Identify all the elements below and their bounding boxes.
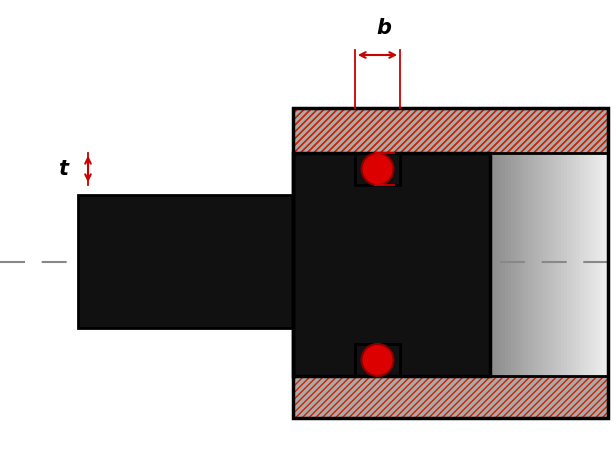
Bar — [549, 153, 552, 376]
Bar — [575, 153, 578, 376]
Bar — [537, 153, 540, 376]
Bar — [525, 153, 529, 376]
Bar — [502, 153, 505, 376]
Bar — [355, 344, 400, 376]
Bar — [293, 153, 490, 376]
Bar — [293, 108, 608, 153]
Bar — [599, 153, 602, 376]
Bar — [355, 153, 400, 185]
Bar — [78, 195, 293, 328]
Bar — [293, 376, 608, 418]
Bar — [293, 153, 490, 376]
Bar — [578, 153, 582, 376]
Bar — [564, 153, 567, 376]
Bar — [543, 153, 546, 376]
Bar — [293, 153, 355, 376]
Bar — [602, 153, 605, 376]
Bar — [293, 108, 608, 153]
Circle shape — [362, 344, 394, 376]
Bar — [546, 153, 549, 376]
Bar — [293, 376, 608, 418]
Bar — [511, 153, 514, 376]
Bar — [555, 153, 558, 376]
Bar — [293, 108, 608, 153]
Bar — [514, 153, 517, 376]
Bar — [508, 153, 511, 376]
Bar — [558, 153, 561, 376]
Bar — [293, 376, 608, 418]
Bar — [587, 153, 590, 376]
Bar — [355, 185, 400, 344]
Bar — [499, 153, 502, 376]
Bar — [605, 153, 608, 376]
Bar — [293, 108, 608, 153]
Bar — [570, 153, 573, 376]
Bar — [293, 108, 608, 418]
Bar — [585, 153, 587, 376]
Bar — [519, 153, 522, 376]
Bar — [522, 153, 525, 376]
Bar — [400, 153, 490, 376]
Bar — [517, 153, 519, 376]
Bar — [593, 153, 596, 376]
Bar — [529, 153, 532, 376]
Bar — [496, 153, 499, 376]
Circle shape — [362, 153, 394, 185]
Bar — [561, 153, 564, 376]
Bar — [567, 153, 570, 376]
Bar — [293, 108, 608, 418]
Bar — [505, 153, 508, 376]
Bar — [590, 153, 593, 376]
Bar — [493, 153, 496, 376]
Bar — [534, 153, 537, 376]
Bar — [78, 195, 293, 328]
Bar — [490, 153, 493, 376]
Bar — [552, 153, 555, 376]
Bar — [596, 153, 599, 376]
Text: b: b — [376, 18, 391, 38]
Bar — [540, 153, 543, 376]
Bar — [573, 153, 575, 376]
Text: t: t — [58, 159, 68, 179]
Bar — [582, 153, 585, 376]
Bar — [531, 153, 534, 376]
